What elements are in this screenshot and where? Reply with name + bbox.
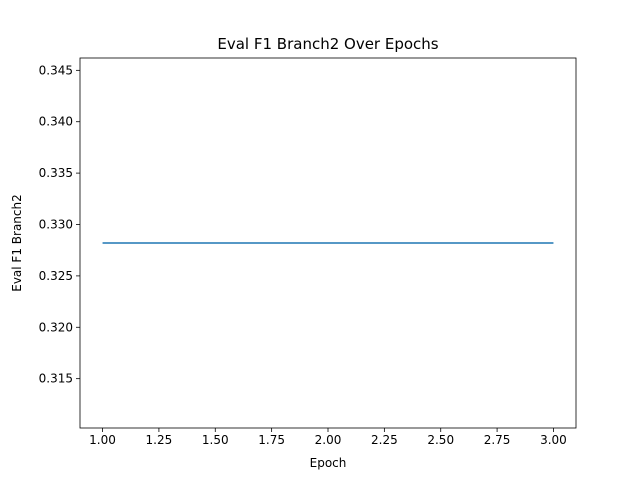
y-tick-label: 0.345	[39, 63, 73, 77]
x-tick-label: 3.00	[540, 433, 567, 447]
y-tick-label: 0.325	[39, 269, 73, 283]
x-tick-label: 1.75	[258, 433, 285, 447]
x-tick-label: 2.00	[315, 433, 342, 447]
x-tick-label: 2.50	[427, 433, 454, 447]
y-tick-label: 0.320	[39, 320, 73, 334]
y-tick-label: 0.315	[39, 372, 73, 386]
y-axis: 0.315 0.320 0.325 0.330 0.335 0.340 0.345	[39, 63, 80, 386]
x-tick-label: 2.75	[484, 433, 511, 447]
y-tick-label: 0.335	[39, 166, 73, 180]
x-tick-label: 2.25	[371, 433, 398, 447]
y-tick-label: 0.340	[39, 115, 73, 129]
x-axis: 1.00 1.25 1.50 1.75 2.00 2.25 2.50 2.75 3.00	[89, 428, 567, 447]
plot-area	[79, 57, 577, 429]
x-axis-label: Epoch	[310, 456, 347, 470]
x-tick-label: 1.00	[89, 433, 116, 447]
x-tick-label: 1.25	[146, 433, 173, 447]
y-tick-label: 0.330	[39, 218, 73, 232]
y-axis-label: Eval F1 Branch2	[10, 194, 24, 292]
x-tick-label: 1.50	[202, 433, 229, 447]
chart-title: Eval F1 Branch2 Over Epochs	[217, 35, 438, 53]
